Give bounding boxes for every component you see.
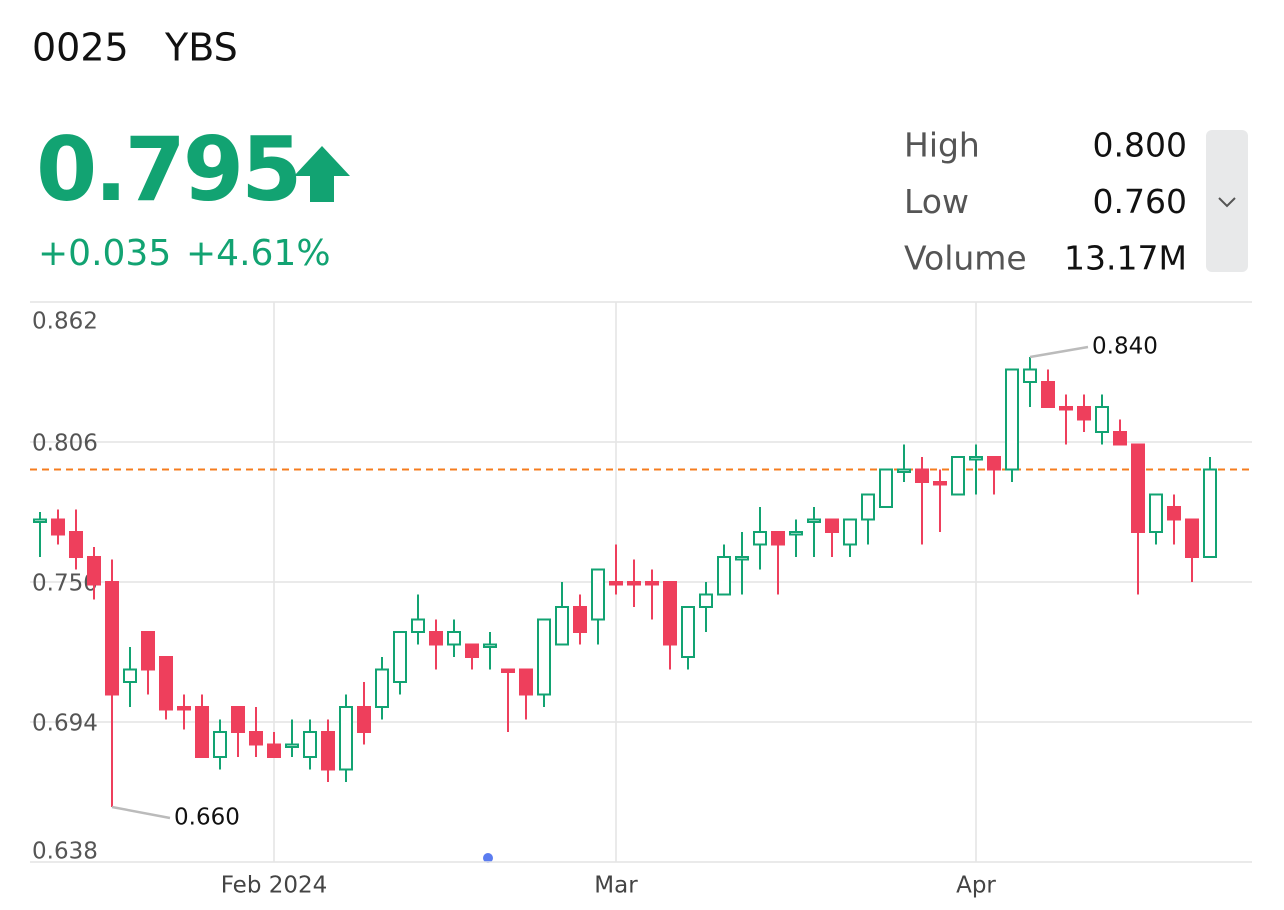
candle-body: [1005, 368, 1019, 471]
candle-body: [249, 731, 263, 746]
candle-body: [159, 656, 173, 711]
candle-body: [699, 593, 713, 608]
candle-body: [933, 481, 947, 486]
candle-body: [105, 581, 119, 696]
candle-body: [483, 643, 497, 648]
candle-body: [681, 606, 695, 658]
chevron: [1218, 197, 1236, 208]
change-pct: +4.61%: [186, 233, 331, 274]
candle-body: [573, 606, 587, 633]
stock-name: YBS: [164, 26, 238, 70]
candle-body: [465, 643, 479, 658]
change: +0.035: [38, 233, 171, 274]
candle-body: [1023, 368, 1037, 383]
y-tick-label: 0.750: [32, 571, 98, 597]
x-tick-label: Apr: [956, 873, 996, 899]
candle-body: [645, 581, 659, 586]
symbol: 0025: [32, 26, 129, 70]
candle-body: [51, 518, 65, 536]
stat-label: Volume: [904, 239, 1027, 278]
candle-body: [519, 668, 533, 696]
candle-body: [1077, 406, 1091, 421]
candle-body: [537, 618, 551, 696]
annotation-leader: [1029, 345, 1089, 359]
expand-button[interactable]: [1206, 130, 1248, 272]
candle-body: [1185, 518, 1199, 558]
candle-body: [1131, 443, 1145, 533]
stat-value: 13.17M: [1064, 239, 1187, 278]
candle-body: [69, 531, 83, 558]
candle-body: [663, 581, 677, 646]
candle-body: [735, 556, 749, 561]
candle-body: [987, 456, 1001, 471]
candle-body: [771, 531, 785, 546]
candle-body: [1149, 493, 1163, 533]
candle-body: [429, 631, 443, 646]
candle-body: [195, 706, 209, 758]
candle-body: [123, 668, 137, 683]
annotation-label: 0.840: [1092, 334, 1158, 360]
candle-body: [861, 493, 875, 521]
up-arrow: [294, 146, 350, 202]
candle-body: [915, 468, 929, 483]
y-tick-label: 0.862: [32, 309, 98, 335]
stats: High 0.800 Low 0.760 Volume 13.17M: [904, 126, 1187, 278]
candle-body: [825, 518, 839, 533]
candle-body: [717, 556, 731, 596]
candle-body: [33, 518, 47, 523]
y-tick-label: 0.638: [32, 839, 98, 865]
candle-body: [897, 468, 911, 473]
candle-body: [177, 706, 191, 711]
candle-body: [627, 581, 641, 586]
candle-body: [321, 731, 335, 771]
candle-body: [87, 556, 101, 586]
candle-body: [213, 731, 227, 758]
candle-body: [339, 706, 353, 771]
price: 0.795: [36, 118, 299, 221]
candle-body: [591, 568, 605, 621]
marker-dot: [483, 853, 493, 863]
candle-body: [753, 531, 767, 546]
candle-body: [789, 531, 803, 536]
candle-body: [375, 668, 389, 708]
y-tick-label: 0.806: [32, 431, 98, 457]
candle-body: [969, 456, 983, 461]
candle-body: [141, 631, 155, 671]
candle-body: [501, 668, 515, 673]
candle-body: [843, 518, 857, 546]
candle-body: [807, 518, 821, 523]
candle-body: [411, 618, 425, 633]
candle-body: [555, 606, 569, 646]
candle-body: [285, 743, 299, 748]
x-tick-label: Feb 2024: [221, 873, 328, 899]
candle-body: [609, 581, 623, 586]
candle-body: [1041, 381, 1055, 408]
candle-body: [879, 468, 893, 508]
candle-body: [393, 631, 407, 683]
candle-body: [303, 731, 317, 758]
candle-body: [231, 706, 245, 733]
stat-label: Low: [904, 182, 969, 221]
candle-body: [447, 631, 461, 646]
stat-label: High: [904, 126, 980, 165]
candle-body: [1113, 431, 1127, 446]
candle-body: [1059, 406, 1073, 411]
stat-value: 0.760: [1093, 182, 1187, 221]
candle-body: [1203, 468, 1217, 558]
candle-body: [1095, 406, 1109, 433]
annotation-label: 0.660: [174, 805, 240, 831]
candle-body: [951, 456, 965, 496]
candle-body: [267, 743, 281, 758]
candle-body: [1167, 506, 1181, 521]
stat-value: 0.800: [1093, 126, 1187, 165]
y-tick-label: 0.694: [32, 711, 98, 737]
candle-body: [357, 706, 371, 733]
x-tick-label: Mar: [594, 873, 638, 899]
annotation-leader: [111, 805, 171, 820]
